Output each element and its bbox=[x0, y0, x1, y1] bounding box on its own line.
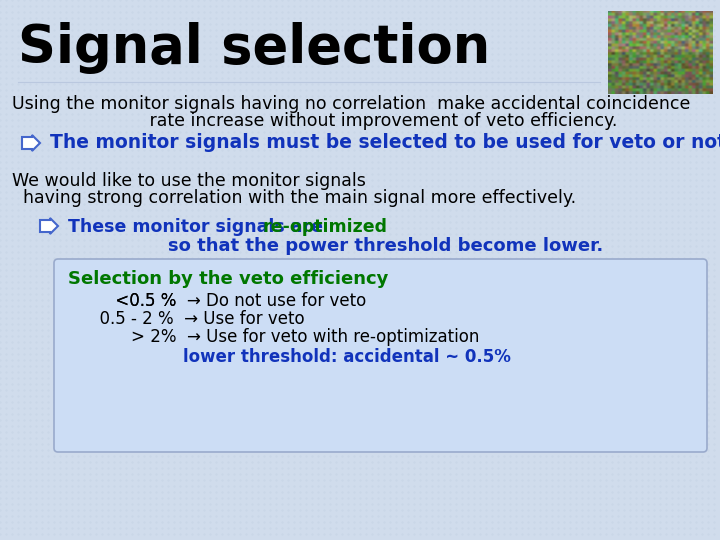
FancyArrow shape bbox=[40, 218, 58, 234]
Text: 0.5 - 2 %  → Use for veto: 0.5 - 2 % → Use for veto bbox=[68, 310, 305, 328]
Text: rate increase without improvement of veto efficiency.: rate increase without improvement of vet… bbox=[12, 112, 617, 130]
Text: Signal selection: Signal selection bbox=[18, 22, 490, 74]
Text: The monitor signals must be selected to be used for veto or not.: The monitor signals must be selected to … bbox=[50, 133, 720, 152]
Text: Using the monitor signals having no correlation  make accidental coincidence: Using the monitor signals having no corr… bbox=[12, 95, 690, 113]
FancyArrow shape bbox=[22, 135, 40, 151]
Text: having strong correlation with the main signal more effectively.: having strong correlation with the main … bbox=[12, 189, 576, 207]
FancyBboxPatch shape bbox=[54, 259, 707, 452]
Text: lower threshold: accidental ~ 0.5%: lower threshold: accidental ~ 0.5% bbox=[68, 348, 511, 366]
Text: <0.5 %: <0.5 % bbox=[68, 292, 176, 310]
Text: <0.5 %  → Do not use for veto: <0.5 % → Do not use for veto bbox=[68, 292, 366, 310]
Text: These monitor signals are: These monitor signals are bbox=[68, 218, 329, 236]
Text: re-optimized: re-optimized bbox=[263, 218, 388, 236]
Text: > 2%  → Use for veto with re-optimization: > 2% → Use for veto with re-optimization bbox=[68, 328, 480, 346]
Text: Selection by the veto efficiency: Selection by the veto efficiency bbox=[68, 270, 388, 288]
Text: so that the power threshold become lower.: so that the power threshold become lower… bbox=[68, 237, 603, 255]
Text: We would like to use the monitor signals: We would like to use the monitor signals bbox=[12, 172, 366, 190]
